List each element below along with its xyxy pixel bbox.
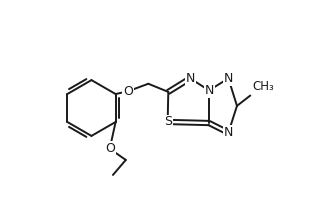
Text: O: O <box>105 142 115 155</box>
Text: N: N <box>204 84 214 97</box>
Text: CH₃: CH₃ <box>252 80 274 93</box>
Text: N: N <box>224 126 233 139</box>
Text: N: N <box>185 72 195 85</box>
Text: O: O <box>123 85 133 98</box>
Text: S: S <box>164 115 172 129</box>
Text: N: N <box>224 72 233 85</box>
